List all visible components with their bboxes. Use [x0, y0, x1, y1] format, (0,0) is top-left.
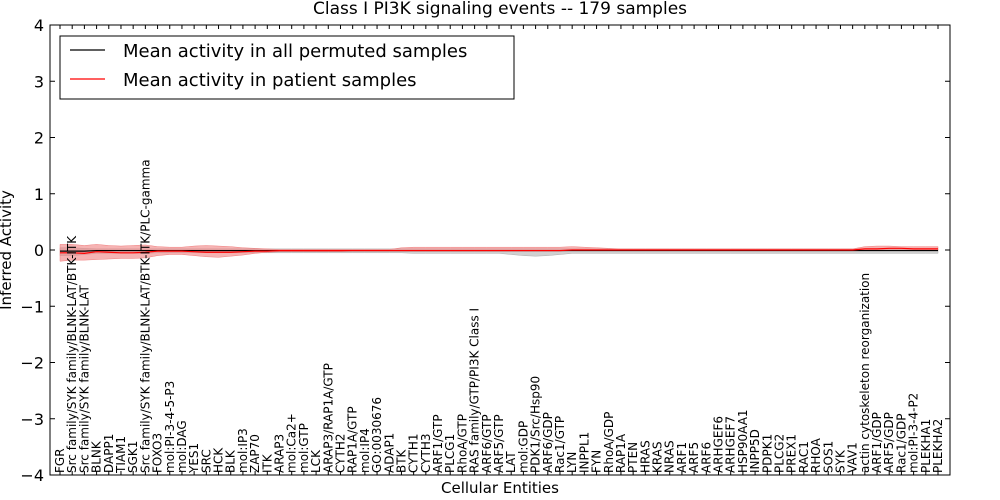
x-tick-label: CYTH1 — [407, 434, 421, 474]
y-tick-label: 0 — [34, 241, 44, 260]
x-tick-label: HSP90AA1 — [736, 409, 750, 473]
legend-label-permuted: Mean activity in all permuted samples — [123, 41, 467, 62]
x-axis-label: Cellular Entities — [441, 479, 559, 497]
x-tick-label: ARF6/GDP — [541, 412, 555, 473]
y-tick-label: −4 — [20, 466, 44, 485]
axes-layer: −4 −3 −2 −1 0 1 2 3 4 — [20, 16, 951, 485]
x-tick-label: mol:GTP — [297, 423, 311, 473]
x-tick-label: ARF1 — [675, 442, 689, 473]
x-tick-label: PDK1/Src/Hsp90 — [529, 376, 543, 473]
x-tick-label: ARF5 — [687, 442, 701, 473]
x-tick-label: SYK — [833, 449, 847, 473]
x-tick-label: LYN — [565, 452, 579, 473]
y-tick-label: 2 — [34, 129, 44, 148]
x-tick-label: Src family/SYK family/BLNK-LAT/BTK-ITK — [65, 235, 79, 473]
x-tick-label: PLCG1 — [443, 434, 457, 473]
x-tick-label: KRAS — [651, 441, 665, 473]
x-tick-label: ADAP1 — [382, 433, 396, 473]
y-tick-label: 3 — [34, 72, 44, 91]
x-tick-label: PTEN — [626, 442, 640, 473]
x-tick-label: RAP1A/GTP — [346, 406, 360, 473]
x-tick-label: BLNK — [90, 440, 104, 473]
x-tick-label: INPPL1 — [577, 432, 591, 473]
x-tick-label: GO:0030676 — [370, 397, 384, 473]
x-tick-label: Rac1/GDP — [894, 414, 908, 473]
x-tick-label: mol:IP4 — [358, 428, 372, 473]
x-tick-label: mol:GDP — [516, 421, 530, 473]
x-tick-label: BTK — [394, 448, 408, 473]
x-tick-label: ARF5/GDP — [882, 412, 896, 473]
x-tick-label: ITK — [260, 453, 274, 473]
y-tick-label: −1 — [20, 297, 44, 316]
y-tick-label: −2 — [20, 354, 44, 373]
x-tick-label: RAC1 — [797, 441, 811, 473]
x-tick-label: HCK — [212, 447, 226, 473]
x-tick-label: mol:DAG — [175, 420, 189, 473]
x-tick-label: Rac1/GTP — [553, 416, 567, 473]
x-tick-label: ARF6 — [699, 442, 713, 473]
x-tick-label: FOXO3 — [151, 433, 165, 473]
x-tick-label: PDPK1 — [760, 434, 774, 473]
x-tick-label: ZAP70 — [248, 434, 262, 473]
x-tick-label: ARAP3 — [273, 434, 287, 473]
x-tick-label: RAS family/GTP/PI3K Class I — [468, 308, 482, 473]
x-tick-label: mol:PI-3-4-5-P3 — [163, 381, 177, 473]
x-tick-label: actin cytoskeleton reorganization — [858, 273, 872, 473]
x-tick-label: ARAP3/RAP1A/GTP — [321, 363, 335, 473]
y-tick-label: 1 — [34, 185, 44, 204]
x-tick-label: RHOA — [809, 437, 823, 473]
x-tick-label: PLCG2 — [772, 434, 786, 473]
x-tick-label: mol:Ca2+ — [285, 413, 299, 473]
legend-box — [59, 35, 515, 100]
x-tick-label: HRAS — [638, 440, 652, 473]
x-tick-label: mol:PI-3-4-P2 — [907, 393, 921, 473]
x-tick-label: DAPP1 — [102, 434, 116, 473]
x-tick-label: RhoA/GDP — [602, 412, 616, 473]
x-tick-label: PLEKHA1 — [919, 419, 933, 473]
lines-layer — [60, 247, 938, 254]
y-tick-label: 4 — [34, 16, 44, 35]
chart-title: Class I PI3K signaling events -- 179 sam… — [313, 0, 687, 19]
x-tick-label: PREX1 — [785, 434, 799, 473]
y-tick-label: −3 — [20, 410, 44, 429]
x-tick-label: Src family/SYK family/BLNK-LAT/BTK-ITK/P… — [138, 159, 152, 473]
x-tick-label: mol:IP3 — [236, 428, 250, 473]
bands-layer — [59, 244, 939, 262]
x-tick-label: SOS1 — [821, 441, 835, 473]
legend-label-patient: Mean activity in patient samples — [123, 70, 417, 91]
x-tick-label: ARF1/GDP — [870, 412, 884, 473]
x-tick-label: CYTH3 — [419, 434, 433, 474]
x-tick-label: RAP1A — [614, 433, 628, 473]
x-tick-label: ARF6/GTP — [480, 414, 494, 473]
x-tick-label: BLK — [224, 449, 238, 473]
x-tick-label: SGK1 — [126, 441, 140, 473]
x-tick-label: YES1 — [187, 443, 201, 474]
legend: Mean activity in all permuted samples Me… — [59, 35, 515, 100]
y-axis-label: Inferred Activity — [0, 190, 15, 310]
x-tick-label: LAT — [504, 451, 518, 473]
x-tick-label: FGR — [53, 448, 67, 473]
x-tick-label: ARF5/GTP — [492, 414, 506, 473]
x-tick-label: FYN — [590, 450, 604, 473]
x-tick-label: ARF1/GTP — [431, 414, 445, 473]
x-tick-label: NRAS — [663, 440, 677, 473]
x-tick-label: Src family/SYK family/BLNK-LAT — [77, 284, 91, 473]
x-tick-label: PLEKHA2 — [931, 419, 945, 473]
x-tick-label: INPP5D — [748, 429, 762, 473]
x-tick-label: ARHGEF7 — [724, 416, 738, 473]
x-tick-label: RhoA/GTP — [455, 414, 469, 473]
x-tick-label: LCK — [309, 449, 323, 473]
series-line-1 — [60, 247, 938, 254]
x-tick-label: CYTH2 — [333, 434, 347, 474]
x-tick-label: SRC — [199, 449, 213, 473]
x-tick-label: TIAM1 — [114, 436, 128, 474]
x-tick-label: VAV1 — [846, 442, 860, 473]
x-tick-label: ARHGEF6 — [712, 416, 726, 473]
